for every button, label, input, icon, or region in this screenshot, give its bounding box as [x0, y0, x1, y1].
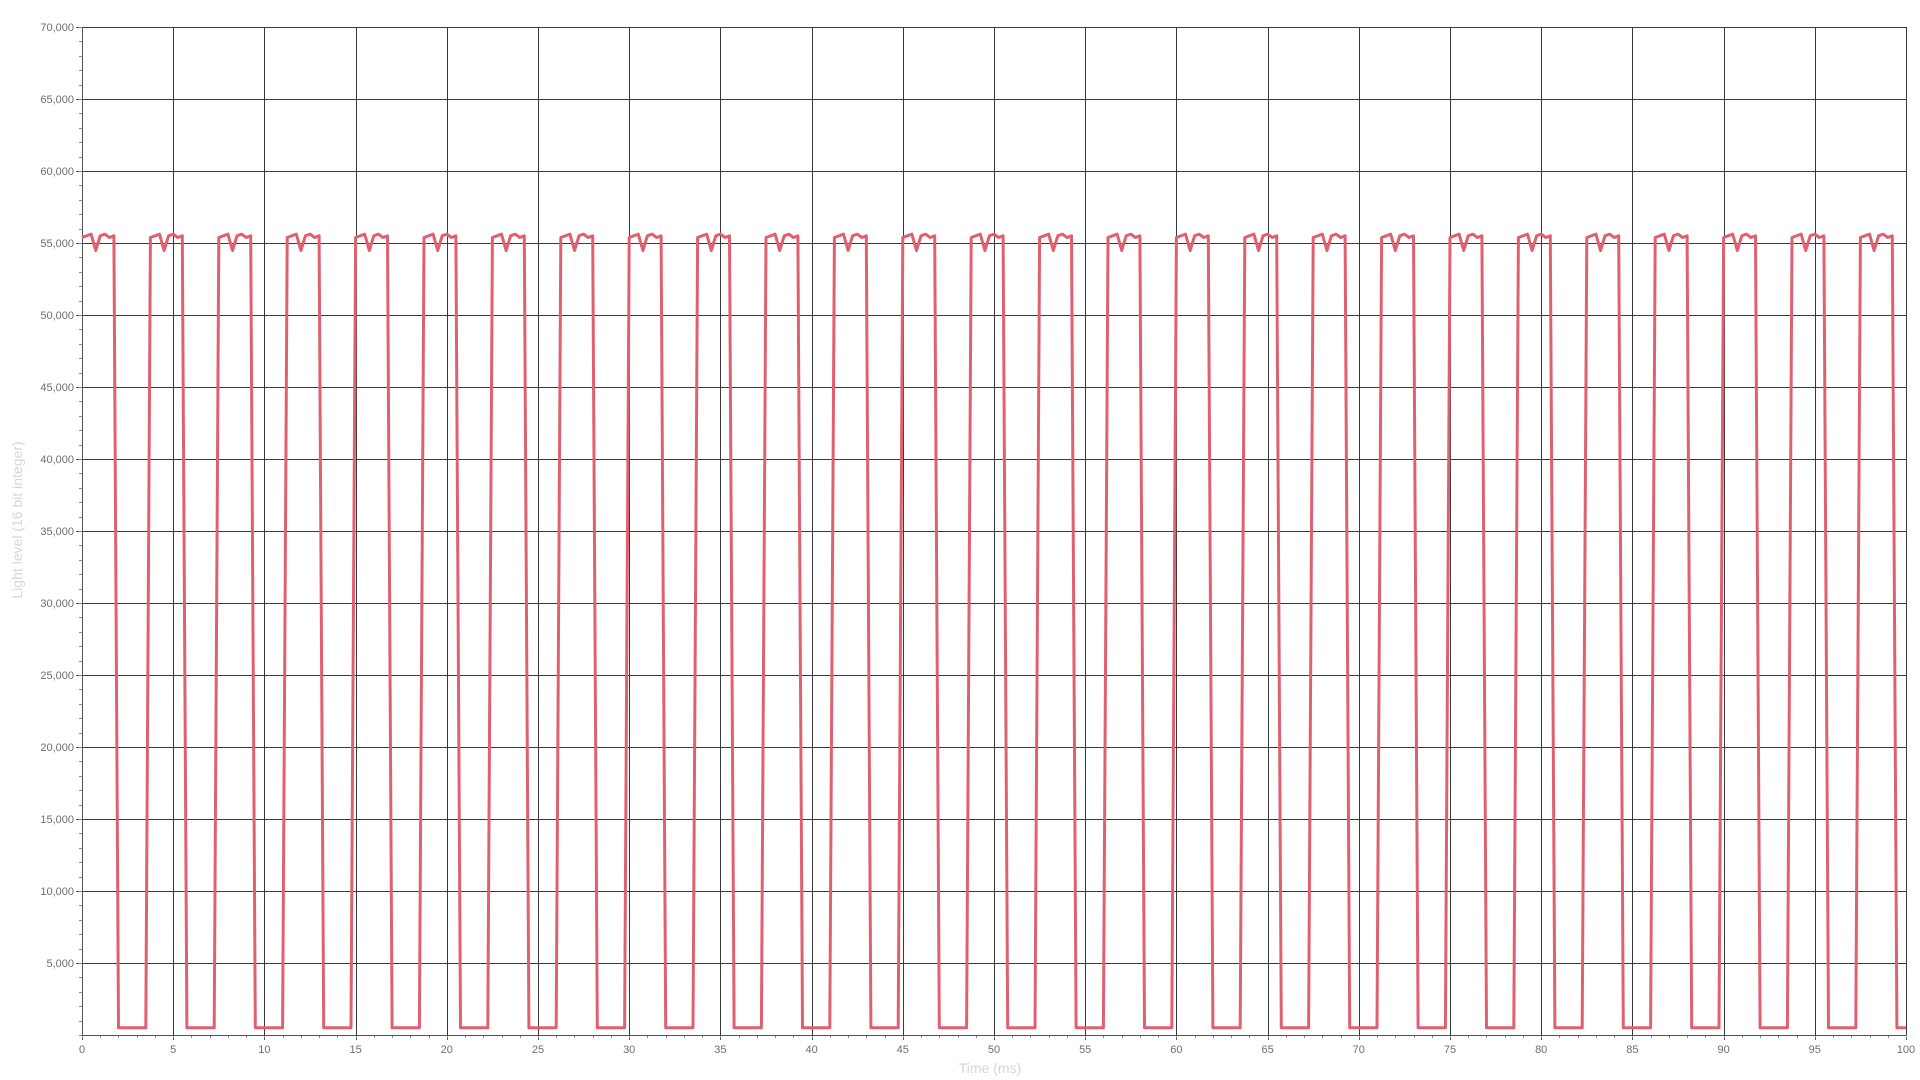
x-tick-label: 40 — [805, 1044, 817, 1056]
series-group — [81, 232, 1906, 1030]
y-tick-label: 25,000 — [40, 670, 74, 682]
x-tick-label: 85 — [1626, 1044, 1638, 1056]
x-tick-label: 65 — [1261, 1044, 1273, 1056]
x-tick-label: 35 — [714, 1044, 726, 1056]
y-tick-label: 40,000 — [40, 454, 74, 466]
x-tick-label: 50 — [988, 1044, 1000, 1056]
y-tick-label: 10,000 — [40, 886, 74, 898]
y-tick-label: 45,000 — [40, 382, 74, 394]
grid-lines — [82, 27, 1907, 1035]
x-tick-label: 15 — [349, 1044, 361, 1056]
x-tick-label: 20 — [441, 1044, 453, 1056]
y-tick-label: 30,000 — [40, 598, 74, 610]
series-line — [81, 232, 1906, 1030]
x-tick-label: 75 — [1444, 1044, 1456, 1056]
y-tick-label: 5,000 — [46, 958, 74, 970]
y-axis-title: Light level (16 bit integer) — [9, 441, 25, 598]
y-tick-label: 50,000 — [40, 310, 74, 322]
x-tick-label: 0 — [79, 1044, 85, 1056]
y-tick-label: 60,000 — [40, 166, 74, 178]
y-tick-label: 20,000 — [40, 742, 74, 754]
y-tick-label: 35,000 — [40, 526, 74, 538]
x-tick-label: 45 — [897, 1044, 909, 1056]
axes — [82, 27, 1906, 1036]
y-tick-labels: 5,000 10,000 15,000 20,000 25,000 30,000 35,00… — [40, 22, 74, 970]
x-tick-label: 55 — [1079, 1044, 1091, 1056]
y-tick-label: 65,000 — [40, 94, 74, 106]
x-tick-label: 10 — [258, 1044, 270, 1056]
x-tick-label: 100 — [1897, 1044, 1915, 1056]
x-tick-label: 80 — [1535, 1044, 1547, 1056]
x-tick-label: 95 — [1809, 1044, 1821, 1056]
x-tick-label: 60 — [1170, 1044, 1182, 1056]
x-tick-label: 5 — [170, 1044, 176, 1056]
x-tick-labels: 0 5 10 15 20 25 30 35 40 45 50 55 60 65 70 75 80 85 90 95 10… — [79, 1044, 1915, 1056]
x-tick-label: 90 — [1717, 1044, 1729, 1056]
y-tick-label: 15,000 — [40, 814, 74, 826]
y-tick-label: 55,000 — [40, 238, 74, 250]
x-axis-title: Time (ms) — [959, 1060, 1021, 1076]
x-tick-label: 30 — [623, 1044, 635, 1056]
y-tick-label: 70,000 — [40, 22, 74, 34]
x-tick-label: 25 — [532, 1044, 544, 1056]
x-tick-label: 70 — [1353, 1044, 1365, 1056]
